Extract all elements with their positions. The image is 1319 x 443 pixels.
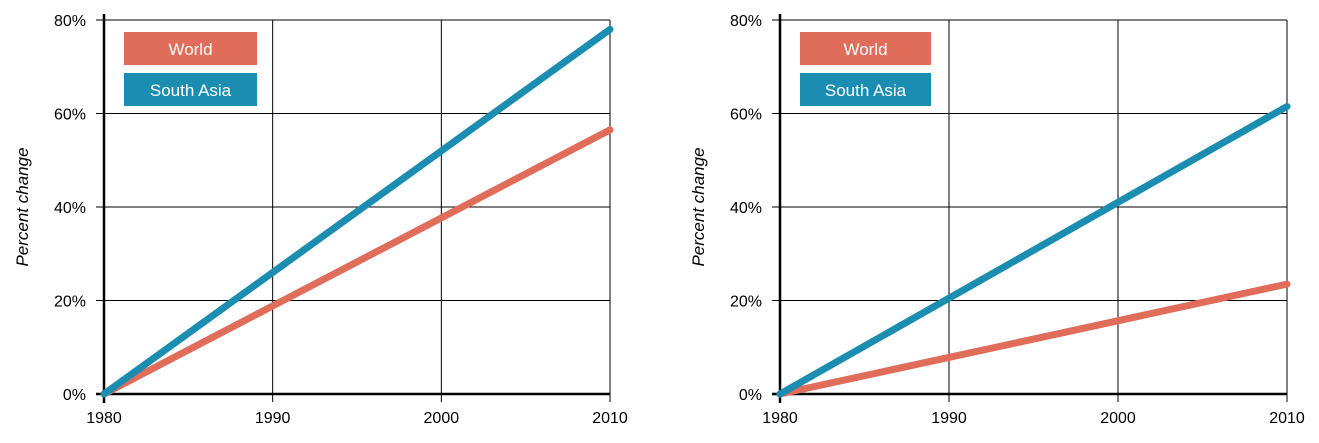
series-line-south-asia [776,102,1291,398]
legend-swatch [800,32,931,65]
legend-swatch [124,73,257,106]
x-tick-label: 1990 [255,410,291,427]
x-tick-label: 2000 [424,410,460,427]
legend-swatch [124,32,257,65]
legend-swatch [800,73,931,106]
y-axis-label: Percent change [13,147,32,266]
y-tick-label: 40% [730,200,762,217]
y-tick-label: 80% [54,13,86,30]
legend-entry: World [168,40,212,59]
x-tick-label: 2010 [592,410,628,427]
chart-panel-1: 0% 20% 40% 60% 80% 1980 1990 2000 2010 Percent ch… [13,13,628,427]
y-axis-label: Percent change [689,147,708,266]
chart-panel-2: 0% 20% 40% 60% 80% 1980 1990 2000 2010 Percent ch… [689,13,1305,427]
y-tick-label: 0% [63,387,86,404]
series-line-world [100,126,614,398]
y-tick-label: 40% [54,200,86,217]
x-tick-label: 1980 [86,410,122,427]
y-tick-label: 80% [730,13,762,30]
y-tick-label: 0% [739,387,762,404]
y-tick-label: 20% [54,294,86,311]
legend-entry: South Asia [150,81,232,100]
legend-entry: World [843,40,887,59]
series-line-world [776,280,1291,398]
y-tick-label: 60% [730,107,762,124]
legend-entry: South Asia [825,81,907,100]
y-tick-label: 20% [730,294,762,311]
series-line-south-asia [100,25,614,398]
x-tick-label: 2000 [1100,410,1136,427]
y-tick-label: 60% [54,107,86,124]
x-tick-label: 2010 [1269,410,1305,427]
x-tick-label: 1990 [931,410,967,427]
x-tick-label: 1980 [762,410,798,427]
